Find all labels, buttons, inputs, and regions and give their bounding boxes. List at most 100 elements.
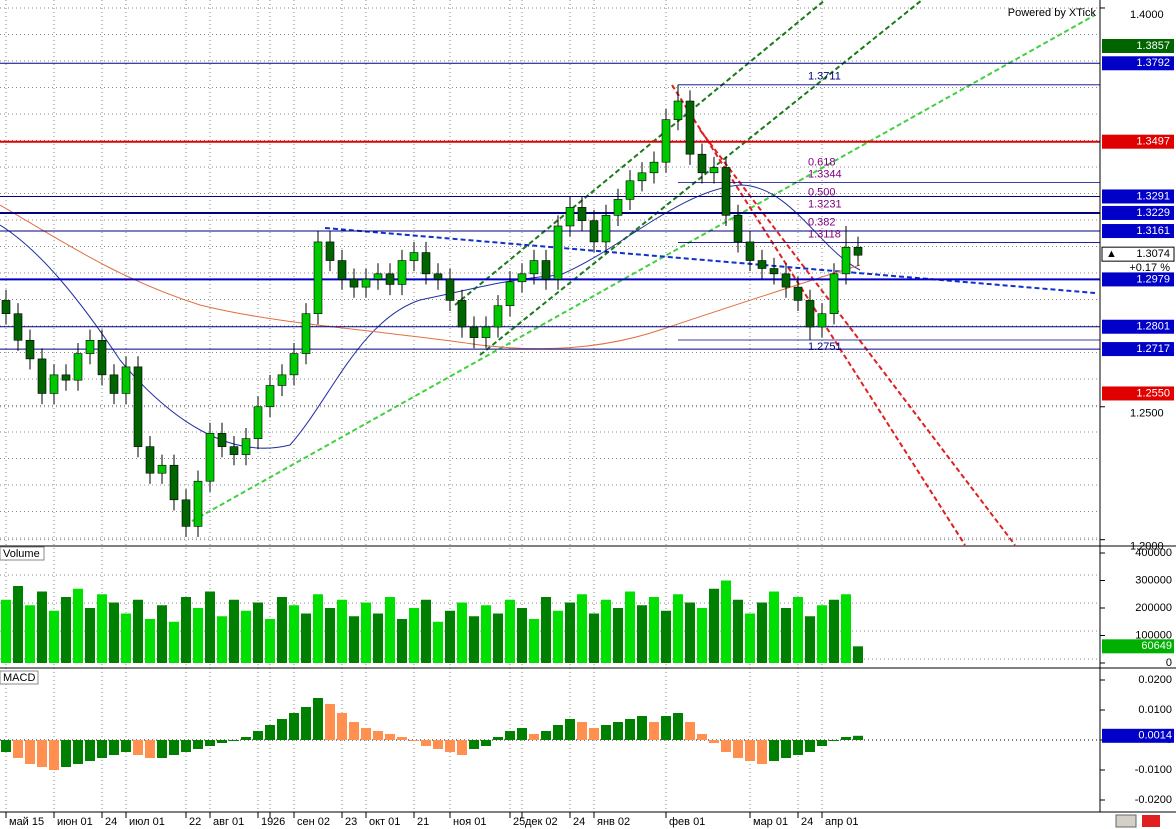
- bar: [673, 594, 683, 663]
- x-tick-label: 24: [105, 816, 117, 828]
- bar: [733, 599, 743, 663]
- level-label: 1.3497: [1136, 136, 1170, 148]
- candle-body: [109, 374, 119, 394]
- icon-button[interactable]: [1115, 814, 1137, 828]
- bar: [133, 599, 143, 663]
- bar: [577, 594, 587, 663]
- bar: [601, 725, 611, 740]
- candle-body: [229, 446, 239, 455]
- watermark: Powered by XTick: [1008, 7, 1097, 19]
- level-label: 1.3161: [1136, 225, 1170, 237]
- bar: [601, 599, 611, 663]
- bar: [697, 734, 707, 740]
- trend-line: [479, 0, 923, 356]
- bar: [853, 735, 863, 740]
- candle-body: [673, 100, 683, 120]
- candle-body: [85, 339, 95, 354]
- trend-line: [184, 14, 1096, 526]
- candle-body: [289, 353, 299, 376]
- candle-body: [721, 167, 731, 216]
- bar: [229, 599, 239, 663]
- bar: [721, 740, 731, 752]
- bar: [25, 740, 35, 764]
- bar: [193, 740, 203, 749]
- level-label-box: [1102, 224, 1174, 239]
- bar: [85, 740, 95, 761]
- bar: [1, 599, 11, 663]
- bar: [289, 605, 299, 663]
- bar: [793, 597, 803, 663]
- bar: [337, 713, 347, 740]
- candle-body: [649, 161, 659, 174]
- bar: [301, 707, 311, 740]
- candle-body: [49, 374, 59, 394]
- bar: [325, 608, 335, 663]
- bar: [49, 740, 59, 770]
- bar: [97, 594, 107, 663]
- bar: [781, 608, 791, 663]
- bar: [265, 619, 275, 663]
- candle-body: [793, 286, 803, 301]
- bar: [421, 740, 431, 746]
- bar: [145, 740, 155, 758]
- panel-title: Volume: [3, 548, 40, 560]
- bar: [37, 740, 47, 767]
- x-tick-label: сен 02: [297, 816, 330, 828]
- y-tick-label: 1.2500: [1130, 408, 1164, 420]
- axes: май 15 июн 01 24 июл 01 22 авг 01 19 26 сен 02 23…: [5, 7, 1175, 828]
- fib-price-label: 1.2751: [808, 341, 842, 353]
- bar: [733, 740, 743, 758]
- bar: [433, 740, 443, 749]
- bar: [553, 725, 563, 740]
- bar: [469, 740, 479, 749]
- x-tick-label: ноя 01: [453, 816, 486, 828]
- fib-price-label: 1.3711: [808, 71, 841, 83]
- y-tick-label: 400000: [1135, 547, 1172, 559]
- candle-body: [73, 353, 83, 381]
- level-label-box: [1102, 134, 1174, 149]
- bar: [325, 704, 335, 740]
- x-tick-label: окт 01: [369, 816, 400, 828]
- bar: [229, 740, 239, 741]
- bar: [61, 740, 71, 767]
- bar: [481, 740, 491, 746]
- candle-body: [601, 215, 611, 243]
- bar: [217, 740, 227, 743]
- bar: [757, 602, 767, 663]
- candle-body: [685, 100, 695, 155]
- bar: [349, 722, 359, 740]
- fib-price-label: 1.3231: [808, 198, 842, 210]
- candle-body: [625, 180, 635, 200]
- level-label: 1.2717: [1136, 343, 1170, 355]
- bar: [181, 597, 191, 663]
- bar: [841, 594, 851, 663]
- bar: [265, 725, 275, 740]
- level-label-box: [1102, 56, 1174, 71]
- candle-body: [13, 313, 23, 341]
- bar: [637, 605, 647, 663]
- candle-body: [301, 313, 311, 354]
- y-tick-label: 1.4000: [1130, 9, 1164, 21]
- x-tick-label: фев 01: [669, 816, 705, 828]
- candle-body: [781, 273, 791, 288]
- candle-body: [133, 366, 143, 447]
- candle-body: [409, 252, 419, 261]
- bar: [793, 740, 803, 755]
- trend-line: [324, 227, 1096, 294]
- bar: [829, 599, 839, 663]
- candle-body: [157, 464, 167, 474]
- bar: [457, 602, 467, 663]
- x-tick-label: 23: [345, 816, 357, 828]
- level-label-box: [1102, 386, 1174, 401]
- candle-body: [553, 225, 563, 280]
- bar: [61, 597, 71, 663]
- y-tick-label: 0.0200: [1138, 674, 1172, 686]
- bar: [481, 605, 491, 663]
- y-tick-label: 0.0100: [1138, 704, 1172, 716]
- icon-button[interactable]: [1142, 815, 1160, 827]
- x-tick-label: 24: [801, 816, 813, 828]
- x-tick-label: 21: [417, 816, 429, 828]
- candle-body: [145, 446, 155, 474]
